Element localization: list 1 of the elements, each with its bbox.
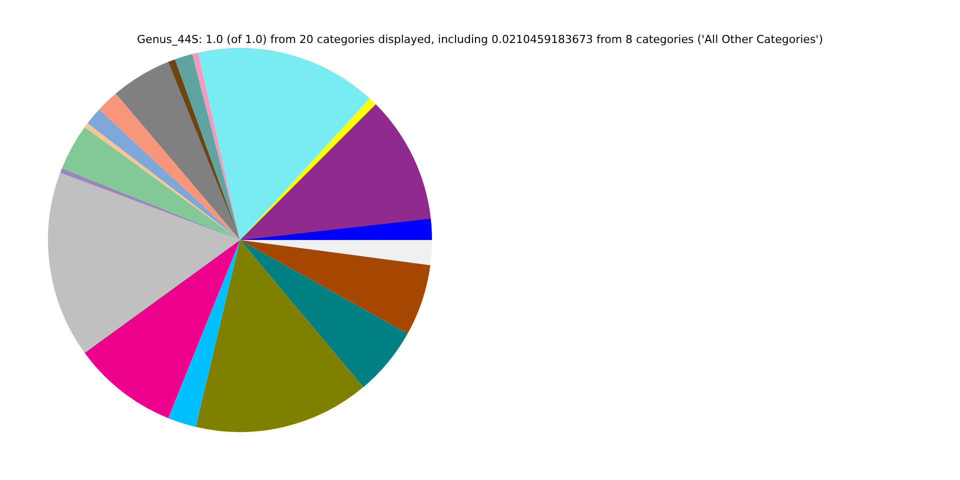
text: Genus_44S: 1.0 (of 1.0) from 20 categories displayed, including 0.0210459183673 from 8 categories ('All Other Categories') [137,32,823,46]
